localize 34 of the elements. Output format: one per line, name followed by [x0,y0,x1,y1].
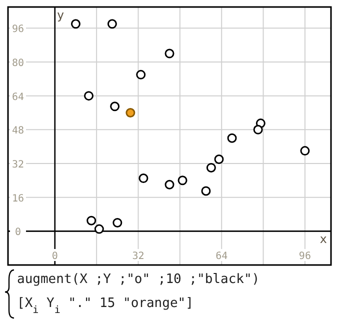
y-tick-label: 16 [12,193,24,204]
y-axis-title: y [56,8,64,22]
point [136,70,146,80]
point [253,124,263,134]
x-axis-title: x [320,232,327,246]
point [300,146,310,156]
y-tick-label: 64 [12,92,24,103]
y-tick-label: 48 [12,126,24,137]
point [84,91,94,101]
x-tick-label: 32 [132,251,144,262]
y-tick-label: 32 [12,159,24,170]
point [164,180,174,190]
point [178,176,188,186]
point [94,224,104,234]
point [112,218,122,228]
point [126,108,136,118]
y-tick-label: 0 [14,227,22,238]
point [206,162,216,172]
x-tick-label: 0 [52,251,58,262]
point [164,48,174,58]
point [110,102,120,112]
x-tick-label: 64 [216,251,228,262]
text: augment(X ;Y ;"o" ;10 ;"black") [17,272,260,287]
y-tick-label: 96 [12,24,24,36]
point [70,19,80,29]
point [107,19,117,29]
point [227,133,237,143]
point [201,186,211,196]
point [86,216,96,226]
point [214,154,224,164]
x-tick-label: 96 [298,251,311,262]
text: [X$_{i}$ Y$_{i}$ "." 15 "orange"] [17,296,194,316]
y-tick-label: 80 [12,58,24,69]
point [138,174,148,184]
